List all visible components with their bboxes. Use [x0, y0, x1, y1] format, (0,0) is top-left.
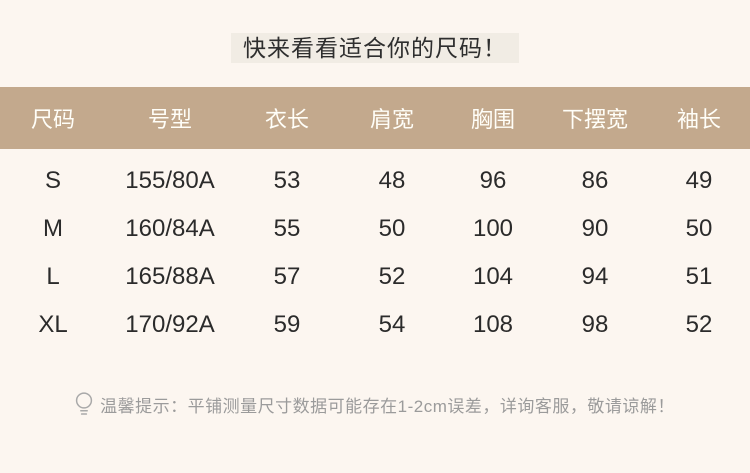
- length-value: 55: [273, 215, 301, 242]
- length-value: 57: [273, 263, 301, 290]
- size-table: 尺码 号型 衣长 肩宽 胸围 下摆宽 袖长 S 155/80A 53 48 96…: [0, 87, 750, 349]
- table-row-l: L 165/88A 57 52 104 94 51: [0, 253, 750, 301]
- model-value: 170/92A: [125, 311, 215, 338]
- shoulder-value: 52: [378, 263, 406, 290]
- size-label: S: [44, 167, 61, 194]
- column-header-model: 号型: [147, 107, 192, 132]
- table-row-m: M 160/84A 55 50 100 90 50: [0, 205, 750, 253]
- model-value: 155/80A: [125, 167, 215, 194]
- size-label: XL: [38, 311, 68, 338]
- hem-value: 86: [581, 167, 609, 194]
- column-header-sleeve: 袖长: [676, 107, 721, 132]
- size-label: L: [46, 263, 60, 290]
- length-value: 53: [273, 167, 301, 194]
- model-value: 160/84A: [125, 215, 215, 242]
- bust-value: 104: [472, 263, 514, 290]
- sleeve-value: 50: [685, 215, 713, 242]
- bust-value: 100: [472, 215, 514, 242]
- lightbulb-icon: [75, 391, 93, 418]
- column-header-length: 衣长: [264, 107, 309, 132]
- bust-value: 108: [472, 311, 514, 338]
- length-value: 59: [273, 311, 301, 338]
- table-spacer: [0, 149, 750, 157]
- measurement-note: 温馨提示：平铺测量尺寸数据可能存在1-2cm误差，详询客服，敬请谅解！: [0, 391, 750, 418]
- column-header-bust: 胸围: [470, 107, 515, 132]
- shoulder-value: 48: [378, 167, 406, 194]
- size-table-header-row: 尺码 号型 衣长 肩宽 胸围 下摆宽 袖长: [0, 87, 750, 149]
- hem-value: 94: [581, 263, 609, 290]
- page-title-row: 快来看看适合你的尺码！: [0, 0, 750, 63]
- page-title: 快来看看适合你的尺码！: [231, 33, 519, 63]
- hem-value: 98: [581, 311, 609, 338]
- sleeve-value: 49: [685, 167, 713, 194]
- shoulder-value: 54: [378, 311, 406, 338]
- table-row-s: S 155/80A 53 48 96 86 49: [0, 157, 750, 205]
- bust-value: 96: [479, 167, 507, 194]
- column-header-size: 尺码: [30, 107, 75, 132]
- column-header-shoulder: 肩宽: [369, 107, 414, 132]
- measurement-note-text: 温馨提示：平铺测量尺寸数据可能存在1-2cm误差，详询客服，敬请谅解！: [100, 397, 675, 416]
- model-value: 165/88A: [125, 263, 215, 290]
- sleeve-value: 51: [685, 263, 713, 290]
- column-header-hem-width: 下摆宽: [561, 107, 628, 132]
- shoulder-value: 50: [378, 215, 406, 242]
- table-row-xl: XL 170/92A 59 54 108 98 52: [0, 301, 750, 349]
- size-label: M: [43, 215, 63, 242]
- hem-value: 90: [581, 215, 609, 242]
- sleeve-value: 52: [685, 311, 713, 338]
